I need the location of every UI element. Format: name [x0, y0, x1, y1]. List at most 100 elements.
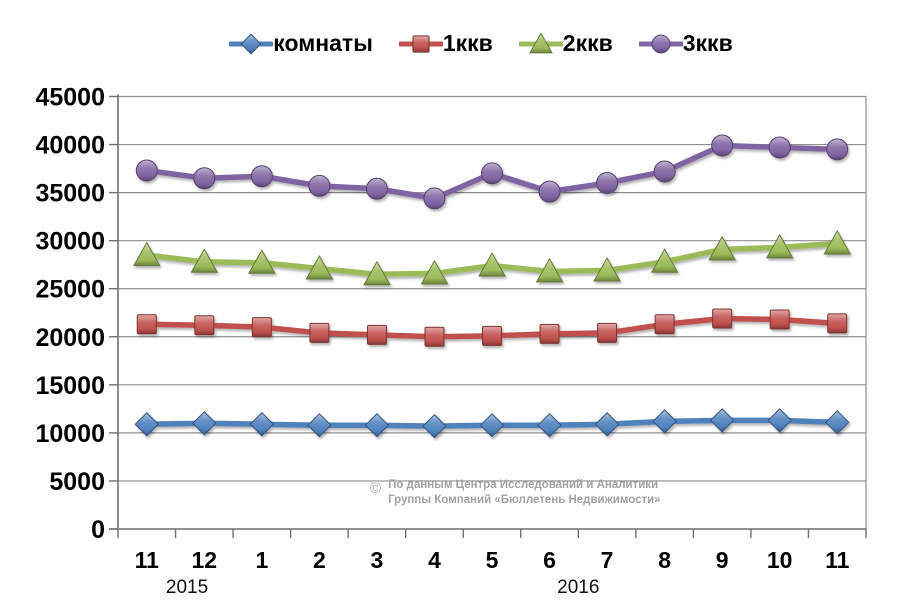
data-point-marker	[251, 317, 272, 338]
data-point-marker	[135, 159, 158, 182]
data-point-marker	[193, 167, 216, 190]
data-point-marker	[305, 255, 334, 280]
x-axis-label: 10	[767, 547, 793, 573]
y-axis-label: 35000	[35, 180, 105, 208]
data-point-marker	[535, 257, 564, 283]
data-point-marker	[363, 260, 391, 286]
data-point-marker	[652, 409, 677, 434]
series-3ккв	[135, 134, 849, 210]
data-point-marker	[708, 235, 737, 261]
data-point-marker	[134, 412, 159, 437]
y-axis-label: 5000	[49, 468, 105, 496]
x-axis-label: 8	[658, 547, 671, 573]
legend-square-icon	[398, 31, 443, 57]
legend-label: 1ккв	[442, 30, 493, 56]
data-point-marker	[423, 187, 446, 210]
data-point-marker	[240, 33, 262, 54]
y-axis-label: 0	[91, 516, 105, 544]
legend-item-2kkv: 2ккв	[518, 30, 613, 57]
data-point-marker	[594, 412, 620, 437]
series-2ккв	[132, 230, 852, 286]
data-point-marker	[194, 315, 215, 336]
data-point-marker	[825, 410, 850, 435]
y-axis-label: 30000	[35, 228, 105, 256]
x-axis-label: 7	[601, 547, 614, 573]
x-axis-label: 4	[428, 547, 441, 573]
data-point-marker	[412, 34, 430, 53]
chart-legend: комнаты 1ккв 2ккв 3ккв	[0, 30, 900, 57]
data-point-marker	[651, 34, 671, 53]
data-point-marker	[478, 252, 506, 277]
x-axis-label: 12	[192, 547, 218, 573]
data-point-marker	[136, 314, 157, 335]
x-axis-label: 11	[135, 547, 160, 573]
series-комнаты	[134, 408, 850, 439]
legend-triangle-icon	[518, 31, 563, 57]
legend-diamond-icon	[229, 31, 274, 57]
data-point-marker	[593, 256, 621, 282]
data-point-marker	[424, 326, 445, 347]
data-point-marker	[422, 413, 447, 439]
legend-item-komnaty: комнаты	[229, 30, 373, 57]
y-axis-label: 15000	[35, 372, 105, 400]
copyright-icon: ©	[370, 480, 382, 497]
x-axis-label: 1	[255, 547, 268, 573]
x-axis-year-label: 2016	[557, 577, 600, 598]
data-point-marker	[654, 314, 675, 335]
data-point-marker	[709, 408, 735, 433]
data-point-marker	[132, 241, 161, 267]
x-axis-labels: 11 12 1 2 3 4 5 6 7 8 9 10 11	[135, 547, 850, 573]
legend-label: комнаты	[273, 30, 373, 56]
data-point-marker	[596, 172, 619, 194]
legend-item-3kkv: 3ккв	[638, 30, 733, 57]
data-point-marker	[308, 174, 331, 197]
data-point-marker	[765, 233, 794, 259]
x-axis-label: 2	[313, 547, 326, 573]
watermark-line1: По данным Центра Исследований и Аналитик…	[388, 479, 659, 491]
data-point-marker	[247, 249, 276, 274]
x-axis-label: 3	[371, 547, 384, 573]
data-point-marker	[767, 408, 792, 433]
data-point-marker	[190, 248, 219, 273]
x-axis-label: 9	[716, 547, 729, 573]
legend-circle-icon	[638, 31, 683, 57]
data-point-marker	[420, 259, 449, 285]
data-point-marker	[366, 324, 387, 345]
x-axis-label: 5	[486, 547, 499, 573]
series-1ккв	[136, 308, 848, 347]
y-axis-label: 45000	[35, 84, 105, 112]
data-point-marker	[650, 248, 679, 273]
y-axis-label: 25000	[35, 276, 105, 304]
data-point-marker	[307, 412, 332, 438]
data-point-marker	[481, 162, 503, 185]
y-axis-labels: 0 5000 10000 15000 20000 25000 30000 35000 40000…	[35, 84, 105, 545]
data-series	[132, 134, 852, 439]
data-point-marker	[712, 308, 733, 329]
data-point-marker	[249, 412, 275, 437]
y-axis-label: 10000	[35, 420, 105, 448]
data-point-marker	[597, 322, 618, 343]
data-point-marker	[653, 160, 676, 183]
data-point-marker	[537, 412, 562, 438]
legend-label: 3ккв	[682, 30, 733, 56]
x-axis-label: 6	[543, 547, 556, 573]
source-watermark: © По данным Центра Исследований и Аналит…	[370, 478, 661, 508]
data-point-marker	[711, 134, 734, 157]
data-point-marker	[364, 412, 390, 438]
x-axis-label: 11	[825, 547, 850, 573]
legend-label: 2ккв	[562, 30, 613, 56]
data-point-marker	[539, 323, 560, 344]
data-point-marker	[826, 138, 849, 161]
data-point-marker	[250, 165, 273, 188]
data-point-marker	[827, 313, 848, 334]
x-axis-year-label: 2015	[165, 577, 209, 598]
data-point-marker	[823, 230, 852, 255]
data-point-marker	[365, 177, 388, 200]
y-axis-label: 20000	[35, 324, 105, 352]
data-point-marker	[479, 412, 505, 438]
data-point-marker	[769, 309, 790, 330]
watermark-text: По данным Центра Исследований и Аналитик…	[388, 478, 661, 508]
data-point-marker	[538, 180, 561, 203]
